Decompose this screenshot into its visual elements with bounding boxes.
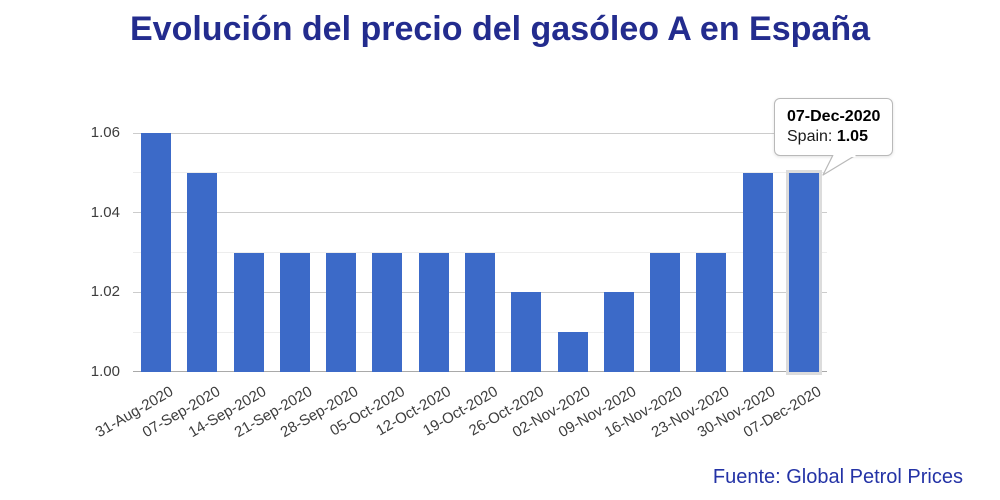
tooltip-pointer xyxy=(822,155,857,176)
page-title: Evolución del precio del gasóleo A en Es… xyxy=(130,10,870,48)
bar[interactable] xyxy=(696,252,727,372)
tooltip-row: Spain: 1.05 xyxy=(787,127,880,147)
bar[interactable] xyxy=(141,133,172,372)
bar[interactable] xyxy=(511,292,542,372)
bar[interactable] xyxy=(372,252,403,372)
tooltip-series-label: Spain: xyxy=(787,128,833,145)
bar[interactable] xyxy=(418,252,449,372)
bar[interactable] xyxy=(465,252,495,372)
gridline xyxy=(133,172,827,174)
y-tick-label: 1.00 xyxy=(90,363,120,380)
gridline xyxy=(133,132,827,134)
bar[interactable] xyxy=(326,252,357,372)
gridline xyxy=(133,212,827,214)
tooltip-date: 07-Dec-2020 xyxy=(787,108,881,125)
tooltip-value: 1.05 xyxy=(836,128,868,145)
bar[interactable] xyxy=(785,169,822,376)
bar[interactable] xyxy=(742,172,773,372)
y-tick-label: 1.04 xyxy=(90,203,120,221)
bar[interactable] xyxy=(603,292,634,372)
bar[interactable] xyxy=(279,252,310,372)
bar[interactable] xyxy=(650,252,681,372)
y-tick-label: 1.06 xyxy=(90,124,120,141)
source-attribution: Fuente: Global Petrol Prices xyxy=(712,466,963,488)
bar[interactable] xyxy=(557,332,588,372)
bar[interactable] xyxy=(187,172,218,372)
plot-area xyxy=(133,132,827,376)
y-tick-label: 1.02 xyxy=(90,283,120,301)
bar[interactable] xyxy=(233,252,264,372)
tooltip: 07-Dec-2020 Spain: 1.05 xyxy=(774,98,894,156)
